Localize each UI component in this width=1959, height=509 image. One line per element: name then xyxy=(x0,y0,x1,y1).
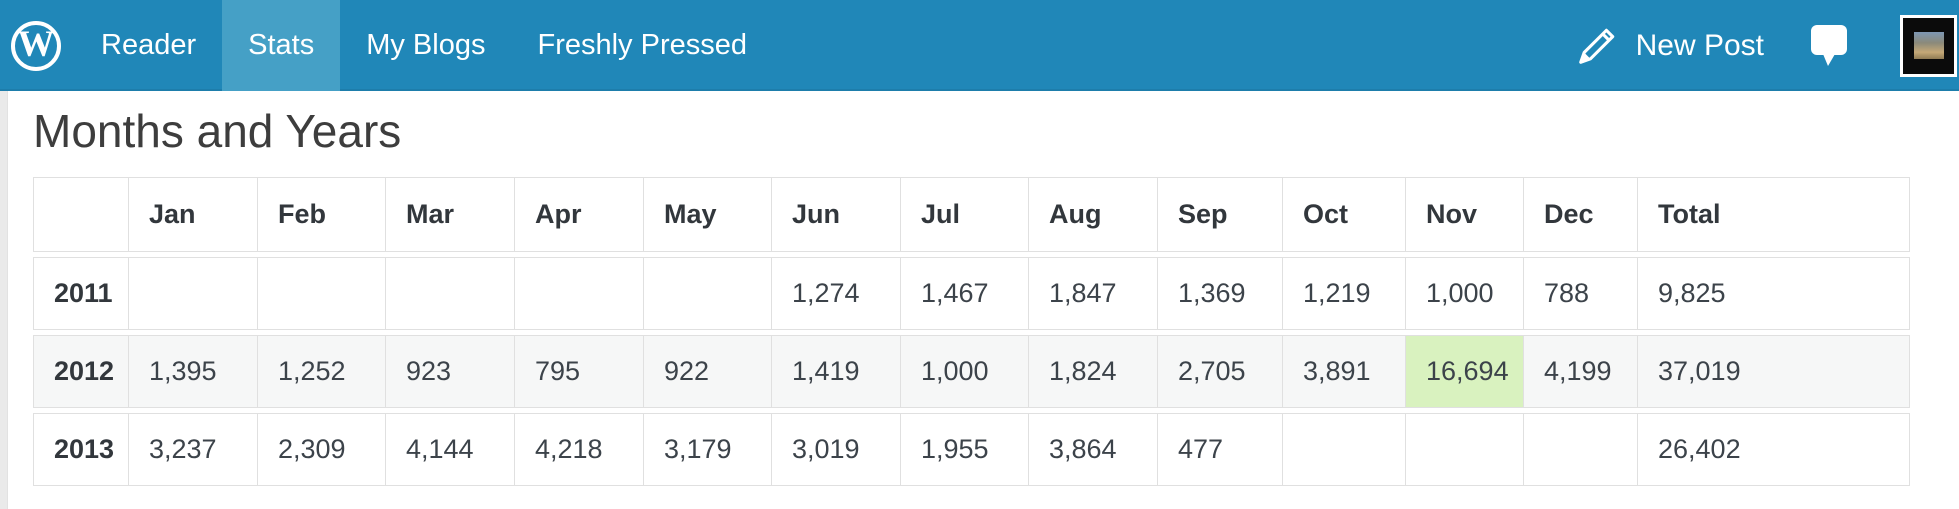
year-column-header xyxy=(33,176,128,252)
user-avatar[interactable] xyxy=(1900,14,1957,77)
month-cell xyxy=(385,256,514,330)
highlighted-cell: 16,694 xyxy=(1405,334,1523,408)
page-left-edge xyxy=(0,91,8,509)
pencil-icon xyxy=(1578,28,1614,64)
month-cell xyxy=(514,256,643,330)
month-cell: 4,199 xyxy=(1523,334,1637,408)
month-cell: 1,847 xyxy=(1028,256,1157,330)
new-post-button[interactable]: New Post xyxy=(1574,23,1764,69)
month-cell: 1,824 xyxy=(1028,334,1157,408)
new-post-label: New Post xyxy=(1635,28,1764,62)
month-cell xyxy=(1523,412,1637,486)
month-cell: 1,000 xyxy=(1405,256,1523,330)
month-cell: 4,218 xyxy=(514,412,643,486)
total-cell: 37,019 xyxy=(1637,334,1910,408)
months-years-table: Jan Feb Mar Apr May Jun Jul Aug Sep Oct Nov Dec Tota… xyxy=(33,172,1910,491)
month-cell: 1,467 xyxy=(900,256,1028,330)
column-header-may: May xyxy=(643,176,771,252)
month-cell: 1,000 xyxy=(900,334,1028,408)
column-header-oct: Oct xyxy=(1282,176,1405,252)
month-cell: 477 xyxy=(1157,412,1282,486)
speech-bubble-icon xyxy=(1811,24,1847,66)
month-cell: 1,955 xyxy=(900,412,1028,486)
column-header-dec: Dec xyxy=(1523,176,1637,252)
month-cell: 2,309 xyxy=(257,412,385,486)
month-cell xyxy=(1405,412,1523,486)
month-cell: 1,274 xyxy=(771,256,900,330)
column-header-jan: Jan xyxy=(128,176,257,252)
month-cell: 3,891 xyxy=(1282,334,1405,408)
column-header-aug: Aug xyxy=(1028,176,1157,252)
column-header-jun: Jun xyxy=(771,176,900,252)
navbar-right: New Post xyxy=(1574,14,1959,77)
month-cell: 788 xyxy=(1523,256,1637,330)
table-row-2011: 2011 1,274 1,467 1,847 1,369 1,219 1,000 788 9,8… xyxy=(33,256,1910,330)
month-cell: 795 xyxy=(514,334,643,408)
column-header-nov: Nov xyxy=(1405,176,1523,252)
month-cell: 3,237 xyxy=(128,412,257,486)
wordpress-logo-letter: W xyxy=(17,23,55,65)
year-cell: 2012 xyxy=(33,334,128,408)
column-header-apr: Apr xyxy=(514,176,643,252)
nav-item-stats[interactable]: Stats xyxy=(222,0,341,91)
month-cell: 923 xyxy=(385,334,514,408)
month-cell xyxy=(128,256,257,330)
admin-bar: W Reader Stats My Blogs Freshly Pressed New… xyxy=(0,0,1959,91)
month-cell xyxy=(643,256,771,330)
column-header-sep: Sep xyxy=(1157,176,1282,252)
table-row-2013: 2013 3,237 2,309 4,144 4,218 3,179 3,019 1,955 3… xyxy=(33,412,1910,486)
table-row-2012: 2012 1,395 1,252 923 795 922 1,419 1,000 1,824 2,… xyxy=(33,334,1910,408)
month-cell xyxy=(257,256,385,330)
month-cell: 1,369 xyxy=(1157,256,1282,330)
month-cell: 922 xyxy=(643,334,771,408)
notifications-button[interactable] xyxy=(1810,24,1848,68)
nav-menu: Reader Stats My Blogs Freshly Pressed xyxy=(75,0,773,91)
nav-item-reader[interactable]: Reader xyxy=(101,29,197,61)
stats-content: Months and Years Jan Feb Mar Apr May Jun Jul Au… xyxy=(0,105,1959,491)
table-header-row: Jan Feb Mar Apr May Jun Jul Aug Sep Oct Nov Dec Tota… xyxy=(33,176,1910,252)
column-header-jul: Jul xyxy=(900,176,1028,252)
column-header-mar: Mar xyxy=(385,176,514,252)
month-cell: 3,019 xyxy=(771,412,900,486)
column-header-feb: Feb xyxy=(257,176,385,252)
nav-item-freshly-pressed[interactable]: Freshly Pressed xyxy=(537,29,747,61)
nav-item-my-blogs[interactable]: My Blogs xyxy=(366,29,486,61)
month-cell: 3,864 xyxy=(1028,412,1157,486)
month-cell: 1,419 xyxy=(771,334,900,408)
year-cell: 2013 xyxy=(33,412,128,486)
month-cell: 4,144 xyxy=(385,412,514,486)
total-cell: 26,402 xyxy=(1637,412,1910,486)
month-cell: 1,252 xyxy=(257,334,385,408)
page-title: Months and Years xyxy=(33,105,402,157)
column-header-total: Total xyxy=(1637,176,1910,252)
total-cell: 9,825 xyxy=(1637,256,1910,330)
month-cell: 1,395 xyxy=(128,334,257,408)
year-cell: 2011 xyxy=(33,256,128,330)
month-cell xyxy=(1282,412,1405,486)
month-cell: 1,219 xyxy=(1282,256,1405,330)
wordpress-logo[interactable]: W xyxy=(11,20,61,71)
month-cell: 3,179 xyxy=(643,412,771,486)
avatar-image xyxy=(1913,32,1944,59)
month-cell: 2,705 xyxy=(1157,334,1282,408)
